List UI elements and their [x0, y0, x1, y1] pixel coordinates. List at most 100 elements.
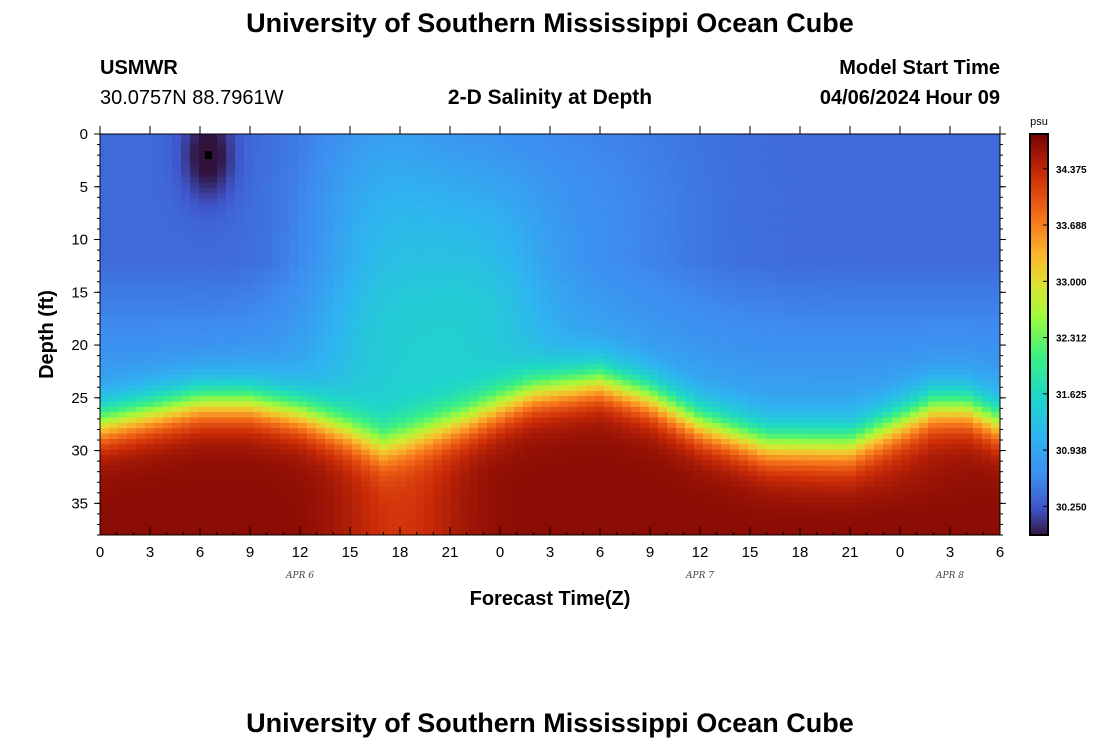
heatmap-cell — [604, 198, 614, 205]
heatmap-cell — [685, 182, 695, 189]
heatmap-cell — [181, 326, 191, 333]
heatmap-cell — [316, 438, 326, 445]
heatmap-cell — [577, 524, 587, 531]
heatmap-cell — [172, 267, 182, 274]
heatmap-cell — [631, 476, 641, 483]
heatmap-cell — [271, 294, 281, 301]
heatmap-cell — [172, 438, 182, 445]
heatmap-cell — [541, 203, 551, 210]
heatmap-cell — [604, 203, 614, 210]
heatmap-cell — [514, 331, 524, 338]
heatmap-cell — [424, 465, 434, 472]
heatmap-cell — [487, 203, 497, 210]
heatmap-cell — [343, 203, 353, 210]
heatmap-cell — [595, 198, 605, 205]
heatmap-cell — [379, 492, 389, 499]
heatmap-cell — [649, 519, 659, 526]
heatmap-cell — [451, 417, 461, 424]
heatmap-cell — [226, 176, 236, 183]
heatmap-cell — [235, 364, 245, 370]
heatmap-cell — [244, 166, 254, 173]
heatmap-cell — [316, 235, 326, 242]
heatmap-cell — [163, 353, 173, 360]
heatmap-cell — [649, 465, 659, 472]
heatmap-cell — [415, 182, 425, 189]
heatmap-cell — [568, 251, 578, 258]
heatmap-cell — [622, 187, 632, 194]
heatmap-cell — [316, 321, 326, 328]
heatmap-cell — [487, 353, 497, 360]
heatmap-cell — [433, 235, 443, 242]
heatmap-cell — [505, 310, 515, 317]
heatmap-cell — [595, 465, 605, 472]
heatmap-cell — [208, 187, 218, 194]
heatmap-cell — [451, 374, 461, 381]
heatmap-cell — [235, 192, 245, 199]
heatmap-cell — [388, 160, 398, 167]
heatmap-cell — [595, 390, 605, 397]
heatmap-cell — [532, 315, 542, 322]
heatmap-cell — [145, 385, 155, 392]
heatmap-cell — [289, 465, 299, 472]
heatmap-cell — [379, 412, 389, 419]
heatmap-cell — [379, 294, 389, 301]
heatmap-cell — [568, 492, 578, 499]
heatmap-cell — [109, 374, 119, 381]
heatmap-cell — [478, 144, 488, 151]
heatmap-cell — [109, 428, 119, 435]
heatmap-cell — [190, 160, 200, 167]
heatmap-cell — [577, 438, 587, 445]
heatmap-cell — [649, 294, 659, 301]
heatmap-cell — [523, 176, 533, 183]
heatmap-cell — [460, 150, 470, 156]
heatmap-cell — [370, 406, 380, 413]
heatmap-cell — [334, 380, 344, 387]
heatmap-cell — [487, 385, 497, 392]
heatmap-cell — [586, 331, 596, 338]
heatmap-cell — [118, 219, 128, 226]
heatmap-cell — [307, 492, 317, 499]
heatmap-cell — [640, 460, 650, 467]
heatmap-cell — [460, 519, 470, 526]
heatmap-cell — [505, 187, 515, 194]
heatmap-cell — [676, 155, 686, 162]
heatmap-cell — [568, 487, 578, 494]
heatmap-cell — [487, 305, 497, 312]
heatmap-cell — [613, 519, 623, 526]
heatmap-cell — [253, 396, 263, 403]
heatmap-cell — [586, 422, 596, 429]
heatmap-cell — [154, 160, 164, 167]
heatmap-cell — [298, 171, 308, 178]
heatmap-cell — [307, 267, 317, 274]
heatmap-cell — [676, 385, 686, 392]
heatmap-cell — [208, 192, 218, 199]
heatmap-cell — [442, 348, 452, 354]
heatmap-cell — [595, 481, 605, 488]
heatmap-cell — [334, 519, 344, 526]
heatmap-cell — [226, 246, 236, 253]
heatmap-cell — [343, 139, 353, 146]
heatmap-cell — [568, 364, 578, 370]
heatmap-cell — [577, 492, 587, 499]
heatmap-cell — [208, 134, 218, 140]
heatmap-cell — [253, 529, 263, 535]
heatmap-cell — [478, 342, 488, 349]
heatmap-cell — [181, 492, 191, 499]
heatmap-cell — [667, 380, 677, 387]
heatmap-cell — [262, 267, 272, 274]
heatmap-cell — [532, 262, 542, 269]
heatmap-cell — [541, 513, 551, 520]
heatmap-cell — [145, 305, 155, 312]
heatmap-cell — [181, 230, 191, 237]
heatmap-cell — [622, 417, 632, 424]
heatmap-cell — [307, 283, 317, 290]
heatmap-cell — [235, 412, 245, 419]
heatmap-cell — [307, 198, 317, 205]
heatmap-cell — [253, 150, 263, 156]
heatmap-cell — [667, 203, 677, 210]
heatmap-cell — [118, 460, 128, 467]
heatmap-cell — [118, 438, 128, 445]
heatmap-cell — [640, 342, 650, 349]
heatmap-cell — [289, 481, 299, 488]
heatmap-cell — [289, 412, 299, 419]
